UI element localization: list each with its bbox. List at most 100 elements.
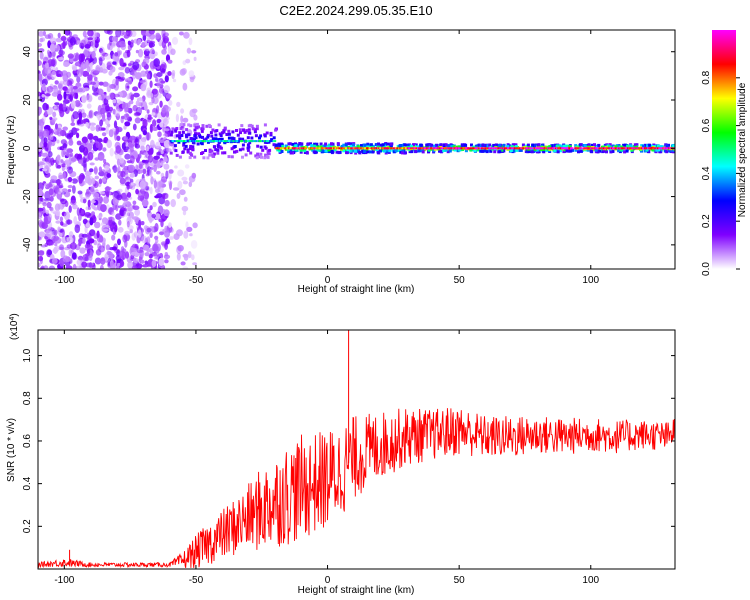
heatmap-cell bbox=[439, 150, 443, 153]
heatmap-cell bbox=[399, 150, 403, 154]
heatmap-cell bbox=[421, 150, 425, 154]
heatmap-cell bbox=[188, 156, 192, 160]
heatmap-cell bbox=[125, 82, 130, 92]
heatmap-ridge-cell bbox=[184, 140, 187, 143]
heatmap-cell bbox=[92, 79, 100, 88]
heatmap-cell bbox=[141, 264, 149, 268]
heatmap-cell bbox=[205, 124, 209, 128]
snr-ytick-label: 0.4 bbox=[22, 476, 33, 490]
heatmap-cell bbox=[483, 144, 487, 148]
heatmap-cell bbox=[318, 149, 322, 152]
heatmap-cell bbox=[62, 40, 66, 49]
heatmap-cell bbox=[417, 149, 421, 153]
heatmap-cell bbox=[184, 164, 190, 169]
heatmap-ridge-cell bbox=[355, 147, 358, 150]
snr-ytick-label: 0.6 bbox=[22, 434, 33, 448]
heatmap-cell bbox=[42, 102, 49, 111]
heatmap-region-3 bbox=[275, 142, 409, 155]
heatmap-cell bbox=[183, 196, 188, 202]
heatmap-ridge-cell bbox=[332, 147, 334, 150]
heatmap-cell bbox=[70, 91, 75, 96]
heatmap-ridge-cell bbox=[219, 140, 222, 143]
heatmap-cell bbox=[103, 95, 107, 99]
heatmap-ridge-cell bbox=[625, 147, 627, 150]
heatmap-cell bbox=[469, 148, 473, 152]
heatmap-cell bbox=[401, 149, 405, 153]
heatmap-cell bbox=[189, 233, 193, 237]
heatmap-cell bbox=[164, 116, 170, 120]
heatmap-cell bbox=[91, 211, 95, 217]
heatmap-cell bbox=[82, 118, 87, 124]
heatmap-cell bbox=[130, 39, 134, 45]
heatmap-cell bbox=[515, 148, 519, 152]
heatmap-cell bbox=[39, 197, 44, 202]
heatmap-cell bbox=[80, 142, 87, 149]
heatmap-cell bbox=[140, 145, 145, 152]
heatmap-cell bbox=[124, 67, 130, 74]
heatmap-cell bbox=[208, 150, 212, 154]
heatmap-cell bbox=[159, 100, 163, 108]
heatmap-cell bbox=[256, 152, 260, 156]
heatmap-cell bbox=[90, 40, 96, 48]
heatmap-cell bbox=[562, 150, 566, 154]
heatmap-cell bbox=[55, 155, 61, 165]
heatmap-cell bbox=[56, 139, 60, 144]
heatmap-cell bbox=[58, 103, 64, 112]
heatmap-ridge-cell bbox=[327, 147, 330, 150]
heatmap-cell bbox=[89, 229, 96, 237]
heatmap-cell bbox=[187, 251, 192, 259]
heatmap-cell bbox=[146, 249, 151, 253]
heatmap-cell bbox=[164, 75, 169, 83]
heatmap-ridge-cell bbox=[178, 140, 181, 143]
heatmap-cell bbox=[180, 115, 184, 123]
heatmap-cell bbox=[80, 209, 84, 215]
heatmap-ridge-cell bbox=[440, 147, 443, 150]
heatmap-cell bbox=[63, 211, 71, 221]
heatmap-cell bbox=[74, 62, 80, 67]
heatmap-cell bbox=[379, 143, 383, 147]
heatmap-cell bbox=[146, 92, 154, 99]
heatmap-cell bbox=[141, 61, 147, 67]
heatmap-ridge-cell bbox=[469, 147, 472, 150]
heatmap-cell bbox=[151, 126, 159, 131]
heatmap-ridge-cell bbox=[550, 147, 552, 150]
heatmap-cell bbox=[539, 147, 543, 151]
heatmap-region-2 bbox=[169, 122, 278, 160]
heatmap-cell bbox=[82, 146, 89, 156]
heatmap-cell bbox=[63, 150, 67, 156]
heatmap-cell bbox=[243, 130, 247, 134]
heatmap-cell bbox=[86, 232, 91, 241]
heatmap-cell bbox=[48, 265, 56, 269]
spectrogram-frame bbox=[37, 29, 676, 270]
heatmap-cell bbox=[70, 122, 76, 126]
heatmap-cell bbox=[142, 168, 147, 175]
heatmap-cell bbox=[115, 30, 122, 38]
heatmap-ridge-cell bbox=[446, 147, 449, 150]
heatmap-cell bbox=[160, 80, 166, 84]
heatmap-cell bbox=[66, 71, 72, 78]
heatmap-cell bbox=[275, 143, 279, 147]
heatmap-cell bbox=[405, 143, 409, 147]
heatmap-cell bbox=[106, 250, 112, 256]
heatmap-cell bbox=[66, 236, 74, 243]
heatmap-ridge-cell bbox=[448, 147, 451, 150]
heatmap-cell bbox=[544, 149, 548, 153]
heatmap-cell bbox=[629, 144, 633, 148]
heatmap-cell bbox=[89, 168, 94, 173]
heatmap-cell bbox=[609, 150, 613, 154]
heatmap-cell bbox=[646, 144, 650, 148]
heatmap-cell bbox=[313, 144, 317, 148]
heatmap-ridge-cell bbox=[279, 147, 282, 150]
heatmap-cell bbox=[294, 148, 298, 152]
heatmap-cell bbox=[94, 175, 100, 180]
heatmap-cell bbox=[94, 32, 100, 38]
heatmap-cell bbox=[249, 151, 253, 155]
heatmap-cell bbox=[76, 132, 80, 139]
heatmap-cell bbox=[558, 144, 562, 148]
heatmap-ridge-cell bbox=[498, 147, 501, 150]
heatmap-ridge-cell bbox=[536, 147, 539, 150]
heatmap-cell bbox=[438, 149, 441, 153]
heatmap-cell bbox=[665, 150, 669, 154]
heatmap-cell bbox=[425, 143, 429, 147]
heatmap-cell bbox=[146, 109, 150, 114]
